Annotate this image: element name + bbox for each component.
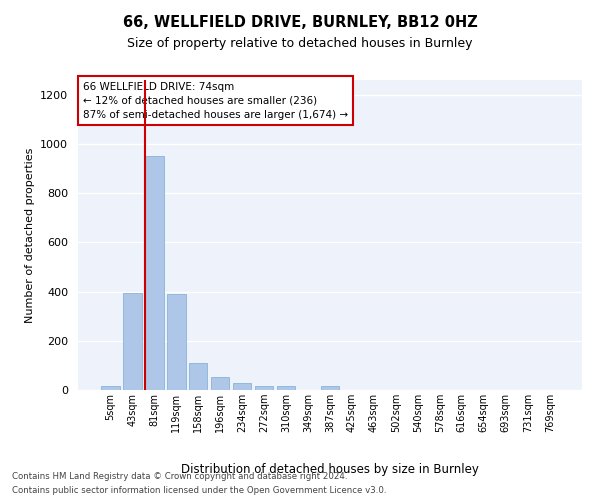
Text: Distribution of detached houses by size in Burnley: Distribution of detached houses by size … (181, 462, 479, 475)
Bar (123, 293, 142, 390)
Bar (211, 377, 229, 390)
Bar (277, 386, 295, 390)
Bar (167, 294, 185, 390)
Text: 66 WELLFIELD DRIVE: 74sqm
← 12% of detached houses are smaller (236)
87% of semi: 66 WELLFIELD DRIVE: 74sqm ← 12% of detac… (83, 82, 348, 120)
Bar (255, 386, 274, 390)
Y-axis label: Number of detached properties: Number of detached properties (25, 148, 35, 322)
Text: Contains public sector information licensed under the Open Government Licence v3: Contains public sector information licen… (12, 486, 386, 495)
Bar (101, 386, 119, 390)
Text: Size of property relative to detached houses in Burnley: Size of property relative to detached ho… (127, 38, 473, 51)
Text: 66, WELLFIELD DRIVE, BURNLEY, BB12 0HZ: 66, WELLFIELD DRIVE, BURNLEY, BB12 0HZ (122, 15, 478, 30)
Bar (233, 383, 251, 390)
Text: Contains HM Land Registry data © Crown copyright and database right 2024.: Contains HM Land Registry data © Crown c… (12, 472, 347, 481)
Bar (189, 363, 208, 390)
Bar (145, 156, 164, 390)
Bar (320, 386, 340, 390)
